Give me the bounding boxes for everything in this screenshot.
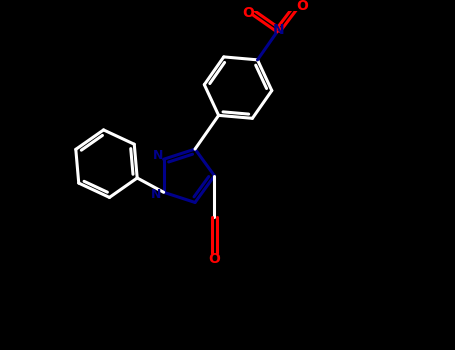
Text: O: O <box>243 6 254 20</box>
Text: O: O <box>297 0 308 13</box>
Text: O: O <box>208 252 220 266</box>
Text: N: N <box>153 149 163 162</box>
Text: N: N <box>151 188 162 201</box>
Text: N: N <box>273 23 284 37</box>
